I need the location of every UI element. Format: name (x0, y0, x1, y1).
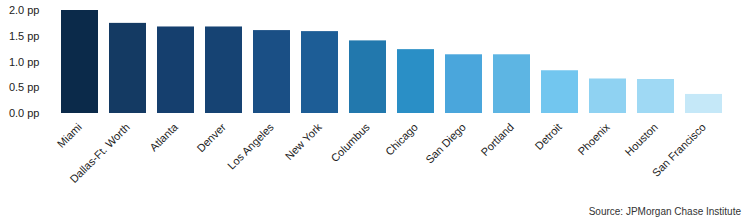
svg-text:1.5 pp: 1.5 pp (9, 30, 40, 42)
svg-text:0.5 pp: 0.5 pp (9, 81, 40, 93)
svg-text:Portland: Portland (478, 121, 515, 158)
svg-text:0.0 pp: 0.0 pp (9, 107, 40, 119)
svg-text:Phoenix: Phoenix (575, 120, 612, 157)
svg-text:Detroit: Detroit (533, 121, 564, 152)
svg-text:San Diego: San Diego (423, 121, 468, 166)
svg-text:Houston: Houston (622, 121, 659, 158)
svg-text:Los Angeles: Los Angeles (225, 120, 276, 171)
svg-text:Dallas-Ft. Worth: Dallas-Ft. Worth (67, 121, 132, 186)
svg-text:New York: New York (283, 120, 325, 162)
svg-text:Denver: Denver (194, 121, 228, 155)
svg-text:Miami: Miami (55, 121, 84, 150)
svg-text:Columbus: Columbus (328, 120, 372, 164)
html-text:Source: JPMorgan Chase Institu: Source: JPMorgan Chase Institute (588, 206, 741, 217)
svg-text:San Francisco: San Francisco (650, 121, 708, 179)
svg-text:1.0 pp: 1.0 pp (9, 56, 40, 68)
svg-text:Chicago: Chicago (383, 121, 420, 158)
svg-text:2.0 pp: 2.0 pp (9, 4, 40, 16)
svg-text:Atlanta: Atlanta (147, 120, 180, 153)
